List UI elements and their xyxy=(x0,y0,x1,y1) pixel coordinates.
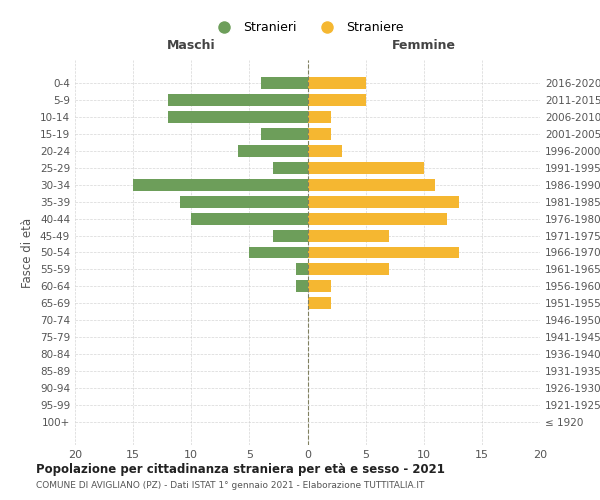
Bar xyxy=(308,246,458,258)
Text: COMUNE DI AVIGLIANO (PZ) - Dati ISTAT 1° gennaio 2021 - Elaborazione TUTTITALIA.: COMUNE DI AVIGLIANO (PZ) - Dati ISTAT 1°… xyxy=(36,481,424,490)
Bar xyxy=(296,280,308,292)
Bar xyxy=(308,230,389,241)
Bar xyxy=(133,179,308,191)
Bar xyxy=(168,112,308,123)
Bar xyxy=(308,213,447,224)
Text: Maschi: Maschi xyxy=(167,40,215,52)
Bar xyxy=(308,298,331,309)
Text: Femmine: Femmine xyxy=(392,40,456,52)
Bar xyxy=(272,230,308,241)
Bar xyxy=(238,145,308,157)
Bar xyxy=(272,162,308,174)
Text: Popolazione per cittadinanza straniera per età e sesso - 2021: Popolazione per cittadinanza straniera p… xyxy=(36,462,445,475)
Y-axis label: Fasce di età: Fasce di età xyxy=(22,218,34,288)
Bar xyxy=(261,78,308,90)
Bar xyxy=(308,264,389,276)
Bar xyxy=(308,145,343,157)
Bar xyxy=(308,196,458,207)
Bar xyxy=(308,162,424,174)
Bar xyxy=(308,179,436,191)
Bar xyxy=(308,78,365,90)
Bar xyxy=(250,246,308,258)
Bar xyxy=(308,128,331,140)
Bar xyxy=(308,94,365,106)
Bar xyxy=(308,112,331,123)
Bar xyxy=(168,94,308,106)
Bar xyxy=(191,213,308,224)
Bar xyxy=(308,280,331,292)
Legend: Stranieri, Straniere: Stranieri, Straniere xyxy=(206,16,409,39)
Bar xyxy=(296,264,308,276)
Bar xyxy=(261,128,308,140)
Bar xyxy=(179,196,308,207)
